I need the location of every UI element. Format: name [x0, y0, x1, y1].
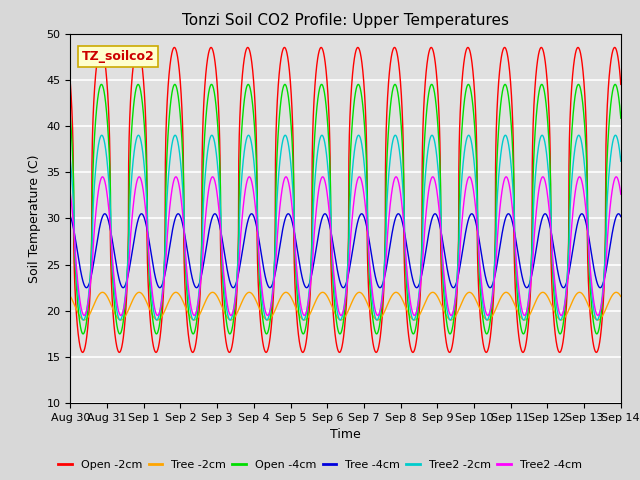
Title: Tonzi Soil CO2 Profile: Upper Temperatures: Tonzi Soil CO2 Profile: Upper Temperatur…	[182, 13, 509, 28]
Y-axis label: Soil Temperature (C): Soil Temperature (C)	[28, 154, 41, 283]
Text: TZ_soilco2: TZ_soilco2	[81, 50, 154, 63]
Legend: Open -2cm, Tree -2cm, Open -4cm, Tree -4cm, Tree2 -2cm, Tree2 -4cm: Open -2cm, Tree -2cm, Open -4cm, Tree -4…	[54, 456, 586, 474]
X-axis label: Time: Time	[330, 429, 361, 442]
